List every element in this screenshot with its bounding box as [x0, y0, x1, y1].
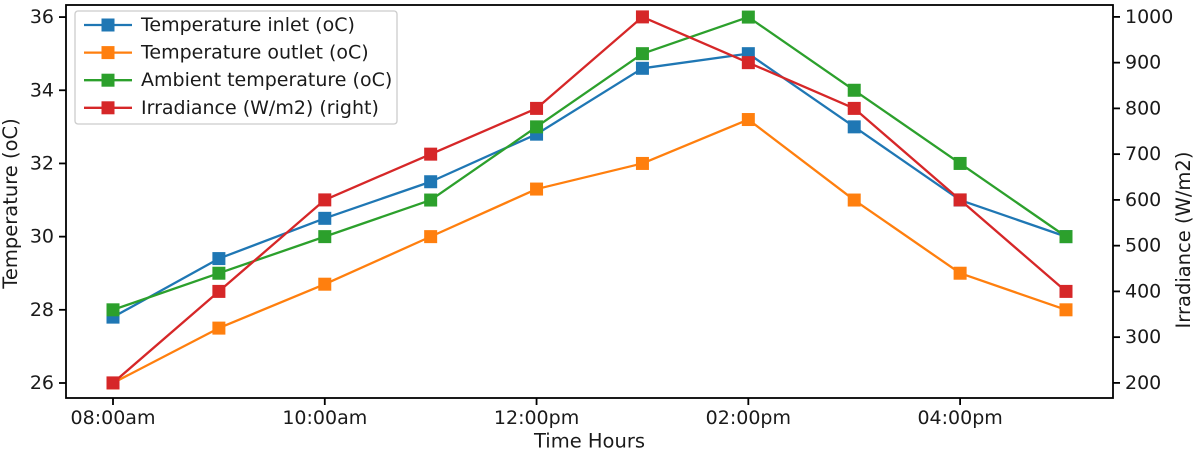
legend-marker [101, 73, 115, 87]
legend-marker [101, 101, 115, 115]
data-point-marker [953, 156, 967, 170]
x-tick-label: 02:00pm [706, 407, 791, 429]
right-tick-label: 600 [1125, 189, 1161, 211]
data-point-marker [530, 101, 544, 115]
legend-item-temperature-outlet-oc: Temperature outlet (oC) [84, 42, 369, 64]
legend-box [74, 10, 398, 125]
data-point-marker [106, 376, 120, 390]
left-axis-ticks: 26 28 30 32 34 36 [30, 6, 66, 394]
right-tick-label: 500 [1125, 235, 1161, 257]
legend-item-ambient-temperature-oc: Ambient temperature (oC) [84, 69, 392, 91]
data-point-marker [424, 193, 438, 207]
data-point-marker [530, 120, 544, 134]
data-point-marker [635, 10, 649, 24]
right-tick-label: 300 [1125, 326, 1161, 348]
left-tick-label: 32 [30, 152, 54, 174]
data-point-marker [741, 113, 755, 127]
series-line [111, 118, 1068, 385]
data-point-marker [1059, 303, 1073, 317]
right-tick-label: 700 [1125, 143, 1161, 165]
data-point-marker [106, 303, 120, 317]
data-point-marker [212, 321, 226, 335]
data-point-marker [318, 193, 332, 207]
data-point-marker [635, 156, 649, 170]
data-point-marker [1059, 230, 1073, 244]
series-line [111, 15, 1068, 311]
data-point-marker [530, 182, 544, 196]
legend-item-temperature-inlet-oc: Temperature inlet (oC) [84, 14, 355, 36]
x-tick-label: 10:00am [282, 407, 367, 429]
legend-item-irradiance-w-m2-right: Irradiance (W/m2) (right) [84, 97, 379, 119]
data-point-marker [212, 252, 226, 266]
series-line [111, 52, 1068, 319]
x-axis-ticks: 08:00am 10:00am 12:00pm 02:00pm 04:00pm [71, 398, 1003, 429]
x-tick-label: 08:00am [71, 407, 156, 429]
data-point-marker [741, 56, 755, 70]
data-point-marker [847, 193, 861, 207]
data-point-marker [424, 175, 438, 189]
data-point-marker [424, 147, 438, 161]
data-point-marker [847, 101, 861, 115]
x-axis-title: Time Hours [533, 430, 645, 453]
data-point-marker [212, 284, 226, 298]
left-axis-title: Temperature (oC) [0, 118, 22, 289]
right-axis-ticks: 200 300 400 500 600 700 800 900 1000 [1113, 6, 1173, 394]
legend-marker [101, 18, 115, 32]
data-point-marker [953, 266, 967, 280]
data-point-marker [318, 277, 332, 291]
data-point-marker [741, 10, 755, 24]
left-tick-label: 36 [30, 6, 54, 28]
left-tick-label: 26 [30, 372, 54, 394]
data-point-marker [318, 230, 332, 244]
legend-label: Irradiance (W/m2) (right) [141, 97, 379, 119]
left-tick-label: 28 [30, 299, 54, 321]
data-point-marker [953, 193, 967, 207]
series-ambient-temperature-oc [106, 10, 1073, 317]
data-point-marker [212, 266, 226, 280]
data-point-marker [847, 120, 861, 134]
plot-border [65, 4, 1114, 399]
data-point-marker [424, 230, 438, 244]
legend: Temperature inlet (oC) Temperature outlet… [74, 10, 398, 125]
legend-label: Ambient temperature (oC) [141, 69, 392, 91]
legend-label: Temperature inlet (oC) [140, 14, 355, 36]
data-point-marker [1059, 284, 1073, 298]
right-tick-label: 900 [1125, 52, 1161, 74]
legend-marker [101, 46, 115, 60]
series-irradiance-w-m2-right [106, 10, 1073, 390]
right-tick-label: 200 [1125, 372, 1161, 394]
series-line [111, 15, 1068, 385]
left-tick-label: 30 [30, 226, 54, 248]
data-point-marker [635, 61, 649, 75]
legend-label: Temperature outlet (oC) [140, 42, 369, 64]
right-tick-label: 800 [1125, 97, 1161, 119]
x-tick-label: 12:00pm [494, 407, 579, 429]
data-point-marker [635, 47, 649, 61]
right-tick-label: 1000 [1125, 6, 1173, 28]
data-point-marker [318, 211, 332, 225]
x-tick-label: 04:00pm [917, 407, 1002, 429]
data-point-marker [847, 83, 861, 97]
right-axis-title: Irradiance (W/m2) [1172, 152, 1195, 329]
left-tick-label: 34 [30, 79, 54, 101]
right-tick-label: 400 [1125, 280, 1161, 302]
